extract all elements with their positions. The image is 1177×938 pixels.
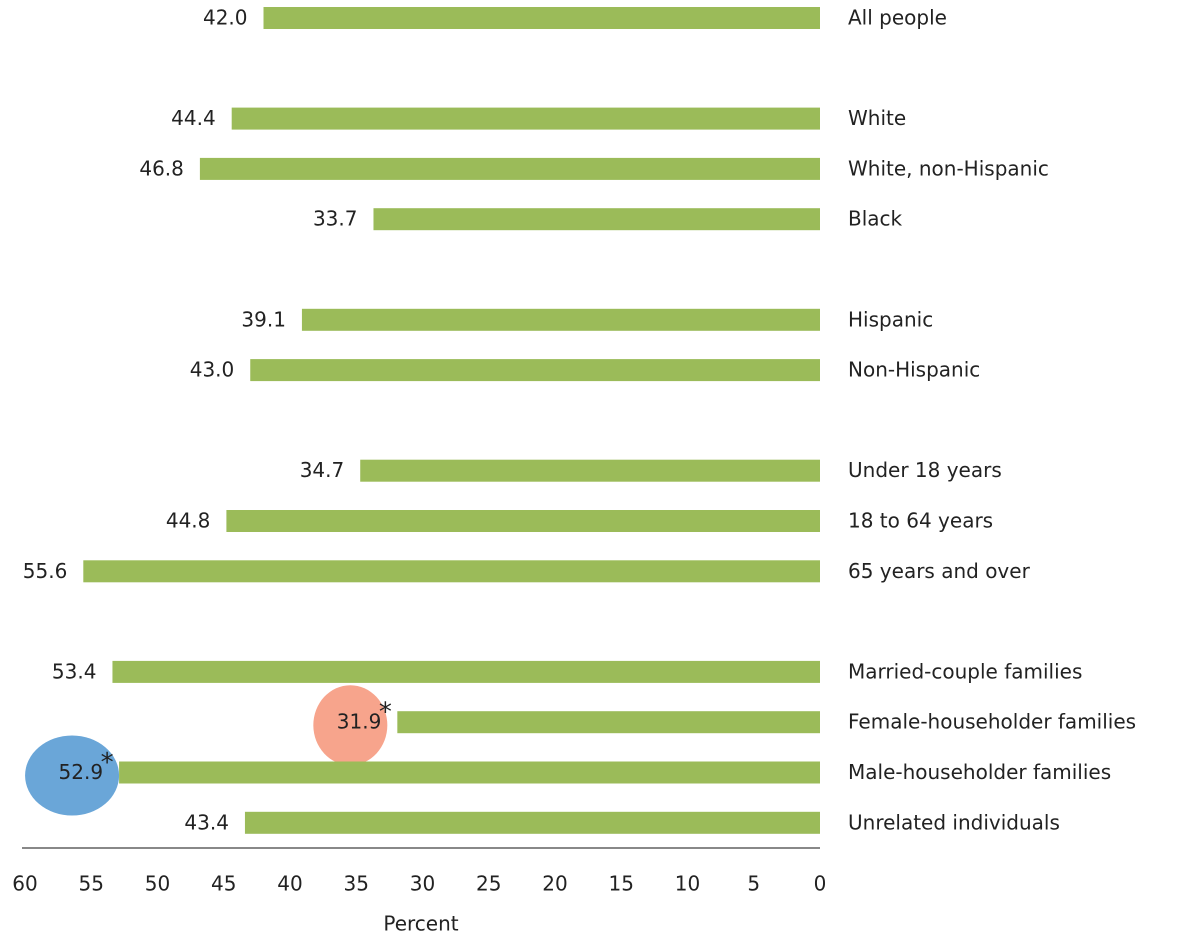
flag: * <box>101 748 114 778</box>
x-tick-label: 50 <box>145 872 170 896</box>
category-label: Unrelated individuals <box>848 810 1060 834</box>
value-label: 44.8 <box>166 509 211 533</box>
value-label: 43.0 <box>190 358 235 382</box>
value-label: 53.4 <box>52 659 97 683</box>
highlight-circle <box>25 735 120 816</box>
value-label: 52.9 <box>59 760 104 784</box>
value-label: 44.4 <box>171 106 216 130</box>
value-label: 55.6 <box>23 559 68 583</box>
category-label: Under 18 years <box>848 458 1002 482</box>
x-tick-label: 35 <box>344 872 369 896</box>
bar <box>301 308 820 331</box>
bar <box>373 208 820 231</box>
bar <box>199 157 820 180</box>
x-tick-label: 30 <box>410 872 435 896</box>
value-label: 31.9 <box>337 710 382 734</box>
category-label: Black <box>848 207 903 231</box>
bar <box>231 107 820 130</box>
category-label: 65 years and over <box>848 559 1031 583</box>
x-tick-label: 15 <box>609 872 634 896</box>
bar <box>112 660 820 683</box>
value-label: 43.4 <box>184 810 229 834</box>
x-tick-label: 20 <box>542 872 567 896</box>
bar <box>263 7 820 29</box>
x-tick-label: 10 <box>675 872 700 896</box>
x-tick-label: 45 <box>211 872 236 896</box>
bar <box>119 761 820 784</box>
x-tick-label: 60 <box>12 872 37 896</box>
x-tick-label: 0 <box>814 872 827 896</box>
value-label: 39.1 <box>241 307 286 331</box>
bar <box>397 711 820 734</box>
category-label: Non-Hispanic <box>848 358 980 382</box>
category-label: White, non-Hispanic <box>848 156 1049 180</box>
x-tick-label: 5 <box>747 872 760 896</box>
x-tick-label: 25 <box>476 872 501 896</box>
x-axis-label: Percent <box>383 912 458 936</box>
bar <box>244 811 820 834</box>
category-label: All people <box>848 6 947 30</box>
category-label: Male-householder families <box>848 760 1111 784</box>
x-tick-label: 55 <box>79 872 104 896</box>
value-label: 46.8 <box>139 156 184 180</box>
value-label: 34.7 <box>300 458 345 482</box>
category-label: Hispanic <box>848 307 933 331</box>
category-label: Female-householder families <box>848 710 1136 734</box>
category-label: Married-couple families <box>848 659 1082 683</box>
bar <box>226 510 820 532</box>
flag: * <box>379 698 392 728</box>
category-label: 18 to 64 years <box>848 509 993 533</box>
value-label: 33.7 <box>313 207 358 231</box>
bar <box>250 359 820 382</box>
bar <box>360 459 820 482</box>
category-label: White <box>848 106 906 130</box>
value-label: 42.0 <box>203 6 248 30</box>
bar <box>83 560 821 583</box>
highlight-circle <box>313 685 388 766</box>
x-tick-label: 40 <box>277 872 302 896</box>
